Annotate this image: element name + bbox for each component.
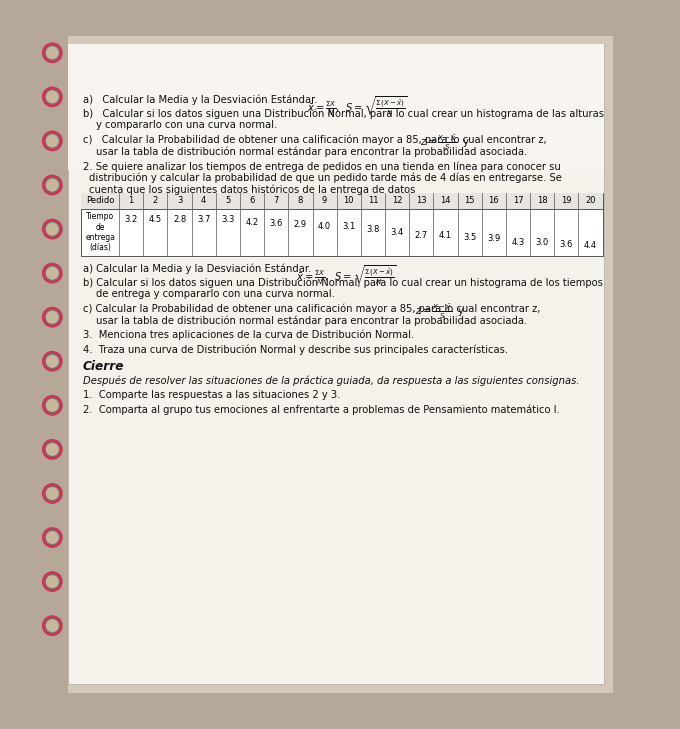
Text: a) Calcular la Media y la Desviación Estándar.: a) Calcular la Media y la Desviación Est… bbox=[83, 263, 318, 273]
Text: 16: 16 bbox=[488, 196, 499, 206]
Text: 5: 5 bbox=[225, 196, 231, 206]
Text: 3.6: 3.6 bbox=[560, 241, 573, 249]
Text: c) Calcular la Probabilidad de obtener una calificación mayor a 85, para lo cual: c) Calcular la Probabilidad de obtener u… bbox=[83, 303, 547, 314]
Text: 8: 8 bbox=[298, 196, 303, 206]
Text: cuenta que los siguientes datos históricos de la entrega de datos: cuenta que los siguientes datos históric… bbox=[89, 184, 415, 195]
Text: y compararlo con una curva normal.: y compararlo con una curva normal. bbox=[96, 120, 277, 130]
Text: $z = \frac{X-\bar{x}}{S}$  y: $z = \frac{X-\bar{x}}{S}$ y bbox=[415, 303, 465, 321]
Text: 13: 13 bbox=[416, 196, 426, 206]
Text: 20: 20 bbox=[585, 196, 596, 206]
Text: 3.4: 3.4 bbox=[390, 228, 404, 237]
Text: 2.  Comparta al grupo tus emociones al enfrentarte a problemas de Pensamiento ma: 2. Comparta al grupo tus emociones al en… bbox=[83, 405, 560, 415]
Text: $\bar{x} = \frac{\Sigma X}{N}$,  $S = \sqrt{\frac{\Sigma(X-\bar{x})}{N}}$: $\bar{x} = \frac{\Sigma X}{N}$, $S = \sq… bbox=[307, 94, 407, 118]
Text: 3.9: 3.9 bbox=[487, 234, 500, 243]
Text: 3.0: 3.0 bbox=[536, 238, 549, 246]
Text: b) Calcular si los datos siguen una Distribución Normal, para lo cual crear un h: b) Calcular si los datos siguen una Dist… bbox=[83, 278, 603, 288]
Text: 2.7: 2.7 bbox=[415, 230, 428, 240]
Text: 3.7: 3.7 bbox=[197, 215, 210, 225]
Text: c)   Calcular la Probabilidad de obtener una calificación mayor a 85, para lo cu: c) Calcular la Probabilidad de obtener u… bbox=[83, 135, 553, 145]
Text: 18: 18 bbox=[537, 196, 547, 206]
Text: 2.9: 2.9 bbox=[294, 219, 307, 229]
Circle shape bbox=[46, 531, 58, 543]
Text: 2.8: 2.8 bbox=[173, 215, 186, 225]
Text: usar la tabla de distribución normal estándar para encontrar la probabilidad aso: usar la tabla de distribución normal est… bbox=[96, 147, 527, 157]
Text: b)   Calcular si los datos siguen una Distribución Normal, para lo cual crear un: b) Calcular si los datos siguen una Dist… bbox=[83, 109, 604, 120]
Bar bbox=[81, 192, 602, 256]
Bar bbox=[81, 192, 602, 209]
Text: 4.  Traza una curva de Distribución Normal y describe sus principales caracterís: 4. Traza una curva de Distribución Norma… bbox=[83, 344, 508, 355]
Circle shape bbox=[46, 179, 58, 191]
Text: a)   Calcular la Media y la Desviación Estándar.: a) Calcular la Media y la Desviación Est… bbox=[83, 94, 324, 105]
Text: 2. Se quiere analizar los tiempos de entrega de pedidos en una tienda en línea p: 2. Se quiere analizar los tiempos de ent… bbox=[83, 161, 561, 171]
Text: 3.2: 3.2 bbox=[124, 215, 138, 225]
Circle shape bbox=[46, 311, 58, 323]
Text: Pedido: Pedido bbox=[86, 196, 114, 206]
Text: 11: 11 bbox=[368, 196, 378, 206]
Text: 3.3: 3.3 bbox=[221, 215, 235, 225]
Text: 4.1: 4.1 bbox=[439, 230, 452, 240]
Text: 12: 12 bbox=[392, 196, 403, 206]
Text: 9: 9 bbox=[322, 196, 327, 206]
Text: 19: 19 bbox=[561, 196, 572, 206]
Text: 4.3: 4.3 bbox=[511, 238, 525, 246]
Text: distribución y calcular la probabilidad de que un pedido tarde más de 4 días en : distribución y calcular la probabilidad … bbox=[89, 173, 562, 183]
Text: 10: 10 bbox=[343, 196, 354, 206]
Text: 3.  Menciona tres aplicaciones de la curva de Distribución Normal.: 3. Menciona tres aplicaciones de la curv… bbox=[83, 330, 414, 340]
Text: $\bar{x} = \frac{\Sigma X}{N}$,  $S = \sqrt{\frac{\Sigma(X-\bar{x})}{N}}$: $\bar{x} = \frac{\Sigma X}{N}$, $S = \sq… bbox=[296, 263, 396, 286]
Bar bbox=[68, 36, 613, 693]
Circle shape bbox=[46, 223, 58, 235]
Circle shape bbox=[46, 47, 58, 58]
Circle shape bbox=[46, 399, 58, 411]
Bar bbox=[68, 44, 605, 685]
Bar bbox=[0, 36, 68, 693]
Text: 3.8: 3.8 bbox=[367, 225, 379, 234]
Text: 3.1: 3.1 bbox=[342, 222, 356, 231]
Circle shape bbox=[46, 620, 58, 631]
Text: 4.5: 4.5 bbox=[149, 215, 162, 225]
Text: 1.  Comparte las respuestas a las situaciones 2 y 3.: 1. Comparte las respuestas a las situaci… bbox=[83, 390, 341, 400]
Text: 7: 7 bbox=[273, 196, 279, 206]
Text: 15: 15 bbox=[464, 196, 475, 206]
Text: 4: 4 bbox=[201, 196, 206, 206]
Text: usar la tabla de distribución normal estándar para encontrar la probabilidad aso: usar la tabla de distribución normal est… bbox=[96, 316, 527, 326]
Circle shape bbox=[46, 488, 58, 499]
Text: de entrega y compararlo con una curva normal.: de entrega y compararlo con una curva no… bbox=[96, 289, 335, 299]
Circle shape bbox=[46, 443, 58, 456]
Circle shape bbox=[46, 135, 58, 147]
Text: 4.4: 4.4 bbox=[584, 241, 597, 250]
Text: 6: 6 bbox=[250, 196, 255, 206]
Text: $z = \frac{X-\bar{x}}{S}$  y: $z = \frac{X-\bar{x}}{S}$ y bbox=[420, 134, 471, 152]
Text: 3.6: 3.6 bbox=[269, 219, 283, 228]
Text: Después de resolver las situaciones de la práctica guiada, da respuesta a las si: Después de resolver las situaciones de l… bbox=[83, 375, 579, 386]
Text: 17: 17 bbox=[513, 196, 524, 206]
Circle shape bbox=[46, 356, 58, 367]
Text: 1: 1 bbox=[129, 196, 134, 206]
Text: 2: 2 bbox=[153, 196, 158, 206]
Text: 4.2: 4.2 bbox=[245, 218, 258, 227]
Circle shape bbox=[46, 268, 58, 279]
Text: 3.5: 3.5 bbox=[463, 233, 476, 242]
Text: 3: 3 bbox=[177, 196, 182, 206]
Circle shape bbox=[46, 576, 58, 588]
Circle shape bbox=[46, 91, 58, 103]
Text: 14: 14 bbox=[440, 196, 451, 206]
Text: Cierre: Cierre bbox=[83, 360, 124, 373]
Bar bbox=[68, 44, 605, 170]
Text: Tiempo
de
entrega
(días): Tiempo de entrega (días) bbox=[85, 212, 115, 252]
Text: 4.0: 4.0 bbox=[318, 222, 331, 230]
